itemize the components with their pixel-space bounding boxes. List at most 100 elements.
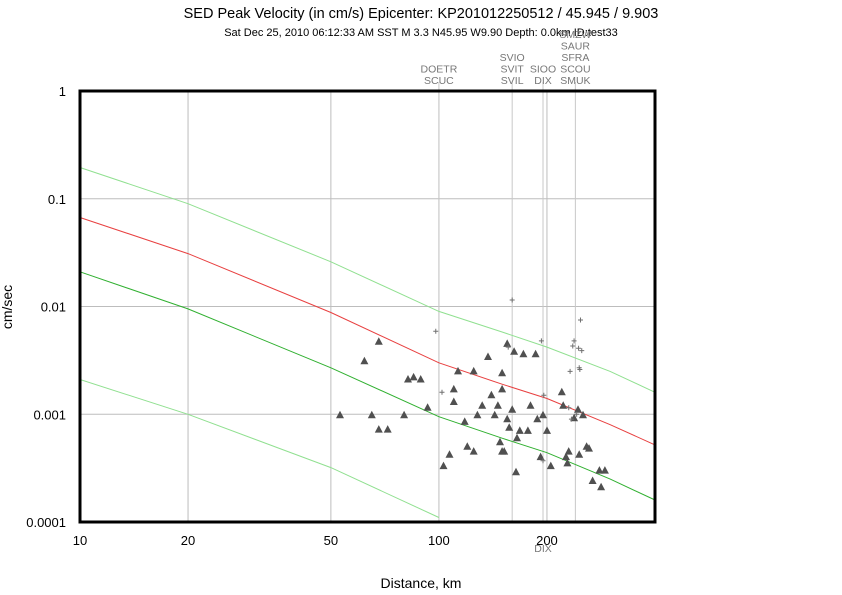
triangle-marker [519,349,528,358]
triangle-marker [557,387,566,396]
x-tick-label: 200 [536,533,558,548]
triangle-marker [523,426,532,434]
triangle-marker [531,349,540,358]
triangle-marker [512,467,520,476]
station-label: SIOO [530,64,556,76]
plus-marker [570,343,576,349]
triangle-marker [562,452,570,461]
plus-marker [433,328,439,334]
triangle-marker [515,426,524,434]
station-label: SVIL [501,75,524,87]
y-tick-label: 0.001 [33,407,66,422]
triangle-marker [536,452,545,461]
station-label: SCUC [424,75,454,87]
triangle-marker [404,375,412,383]
station-label: SMUK [560,75,590,87]
triangle-markers [336,337,609,491]
plot-frame [78,89,657,524]
triangle-marker [559,401,568,409]
triangle-marker [409,372,418,381]
plus-marker [540,458,546,464]
station-label-bottom: DIX [534,543,552,555]
x-tick-label: 100 [428,533,450,548]
triangle-marker [484,352,492,360]
triangle-marker [539,410,547,419]
triangle-marker [588,476,597,484]
plus-marker [566,405,572,411]
station-label: SVIO [500,52,525,64]
y-tick-label: 0.0001 [26,515,66,530]
plus-marker [576,345,582,351]
triangle-marker [469,447,478,455]
triangle-marker [490,410,499,419]
triangle-marker [597,482,606,491]
plus-markers [433,297,585,464]
triangle-marker [469,366,478,375]
triangle-marker [505,423,514,431]
triangle-marker [533,414,542,423]
plus-marker [571,338,577,344]
plus-marker [538,338,544,344]
triangle-marker [374,425,383,433]
triangle-marker [595,466,604,474]
x-tick-labels: 10 20 50 100 200 [73,533,558,548]
station-label: SAUR [561,41,591,53]
y-axis-label: cm/sec [0,285,15,329]
station-label: DIX [534,75,552,87]
station-labels: DOETRSCUCSVIOSVITSVILSIOODIXSMZWSAURSFRA… [421,29,592,555]
triangle-marker [498,368,507,377]
x-tick-label: 50 [324,533,338,548]
station-label: SVIT [501,64,525,76]
station-label: SMZW [559,29,591,41]
plus-marker [574,411,580,417]
plus-marker [567,368,573,374]
plus-marker [577,317,583,323]
x-tick-label: 10 [73,533,87,548]
triangle-marker [439,461,448,470]
triangle-marker [574,405,582,413]
triangle-marker [454,366,462,375]
plus-marker [579,348,585,354]
station-label: DOETR [421,64,458,76]
plus-marker [509,297,515,303]
plus-marker [568,416,574,422]
curve-plus-2sigma [79,167,656,393]
triangle-marker [564,447,573,455]
triangle-marker [449,397,458,405]
chart-title: SED Peak Velocity (in cm/s) Epicenter: K… [184,6,659,22]
triangle-marker [503,414,512,423]
y-tick-label: 1 [59,84,66,99]
triangle-marker [478,401,487,409]
plus-marker [439,389,445,395]
triangle-marker [449,384,458,393]
triangle-marker [600,466,609,474]
triangle-marker [460,417,469,425]
triangle-marker [473,410,482,419]
curve-minus-2sigma [79,379,440,518]
triangle-marker [496,437,504,446]
plus-marker [505,344,511,350]
triangle-marker [487,390,496,399]
triangle-marker [503,339,512,347]
y-tick-label: 0.01 [41,300,66,315]
triangle-marker [493,401,502,409]
chart-subtitle: Sat Dec 25, 2010 06:12:33 AM SST M 3.3 N… [224,27,618,39]
station-label: SCOU [560,64,590,76]
triangle-marker [546,461,555,470]
triangle-marker [585,444,593,452]
triangle-marker [526,401,535,409]
plus-marker [541,392,547,398]
triangle-marker [510,347,519,355]
triangle-marker [445,450,454,458]
triangle-marker [374,337,383,345]
triangle-marker [383,425,392,433]
triangle-marker [416,375,425,383]
triangle-marker [575,450,584,458]
x-tick-label: 20 [181,533,195,548]
curve-minus-sigma [79,271,656,501]
triangle-marker [508,405,517,413]
triangle-marker [563,458,572,467]
triangle-marker [360,356,369,365]
x-axis-label: Distance, km [381,575,462,591]
